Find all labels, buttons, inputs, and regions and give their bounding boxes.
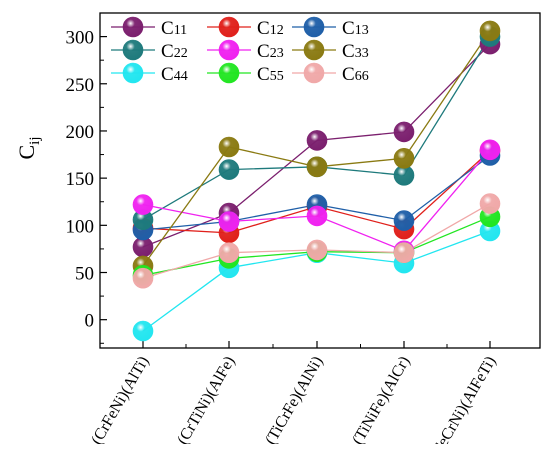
data-point-c23 <box>218 211 240 232</box>
legend: C11 C12 C13 C22 C23 C33 C44 C55 C66 <box>111 16 369 85</box>
data-point-c66 <box>132 267 154 289</box>
y-tick-label: 250 <box>66 75 95 96</box>
legend-label: C44 <box>161 64 188 85</box>
data-point-c33 <box>393 148 415 169</box>
data-point-c33 <box>306 156 328 178</box>
y-tick-label: 150 <box>66 169 95 190</box>
y-axis-title: Cij <box>14 136 43 159</box>
legend-swatch-marker <box>122 39 144 61</box>
legend-label: C33 <box>342 41 369 62</box>
legend-swatch-marker <box>122 62 144 84</box>
legend-swatch-marker <box>303 16 325 38</box>
legend-item-c66: C66 <box>292 62 369 85</box>
data-point-c44 <box>132 320 154 342</box>
y-tick-label: 50 <box>75 264 94 285</box>
y-axis-title-sub: ij <box>27 136 43 144</box>
data-point-c66 <box>479 193 501 214</box>
legend-item-c13: C13 <box>292 16 369 39</box>
data-point-c33 <box>218 136 240 158</box>
y-tick-label: 200 <box>66 122 95 143</box>
x-tick-label: (CrTiNi)(AlFe) <box>174 354 238 445</box>
legend-swatch-marker <box>218 39 240 61</box>
legend-label: C23 <box>257 41 284 62</box>
legend-label: C12 <box>257 18 284 39</box>
data-point-c22 <box>218 159 240 180</box>
series-points <box>132 20 501 342</box>
x-axis: (CrFeNi)(AlTi) (CrTiNi)(AlFe) (TiCrFe)(AlN… <box>88 341 499 449</box>
data-point-c11 <box>306 130 328 151</box>
data-point-c23 <box>479 139 501 161</box>
legend-item-c44: C44 <box>111 62 188 85</box>
legend-item-c55: C55 <box>207 62 284 85</box>
legend-item-c12: C12 <box>207 16 284 39</box>
data-point-c66 <box>393 242 415 263</box>
x-tick-label: (TiCrFe)(AlNi) <box>262 354 326 445</box>
y-axis-title-main: C <box>14 145 39 160</box>
data-point-c66 <box>306 239 328 261</box>
legend-label: C11 <box>161 18 187 39</box>
x-tick-label: (FeCrNi)(AlFeTi) <box>427 354 499 445</box>
legend-item-c23: C23 <box>207 39 284 62</box>
plot-frame <box>99 12 541 349</box>
legend-item-c22: C22 <box>111 39 188 62</box>
legend-swatch-marker <box>218 16 240 38</box>
legend-swatch-marker <box>303 39 325 61</box>
y-axis: 0 50 100 150 200 250 300 <box>66 12 107 344</box>
legend-swatch-marker <box>303 62 325 84</box>
x-tick-label: (CrFeNi)(AlTi) <box>88 354 152 445</box>
legend-swatch-marker <box>218 62 240 84</box>
legend-swatch-marker <box>122 16 144 38</box>
y-tick-label: 300 <box>66 28 95 49</box>
data-point-c33 <box>479 20 501 42</box>
data-point-c66 <box>218 242 240 263</box>
y-tick-label: 0 <box>85 311 95 332</box>
y-tick-label: 100 <box>66 216 95 237</box>
legend-label: C66 <box>342 64 369 85</box>
legend-label: C55 <box>257 64 284 85</box>
legend-item-c33: C33 <box>292 39 369 62</box>
data-point-c23 <box>306 205 328 227</box>
x-tick-label: (TiNiFe)(AlCr) <box>349 354 413 445</box>
legend-item-c11: C11 <box>111 16 187 39</box>
data-point-c11 <box>393 121 415 143</box>
data-point-c23 <box>132 194 154 215</box>
legend-label: C13 <box>342 18 369 39</box>
data-point-c13 <box>393 210 415 231</box>
legend-label: C22 <box>161 41 188 62</box>
